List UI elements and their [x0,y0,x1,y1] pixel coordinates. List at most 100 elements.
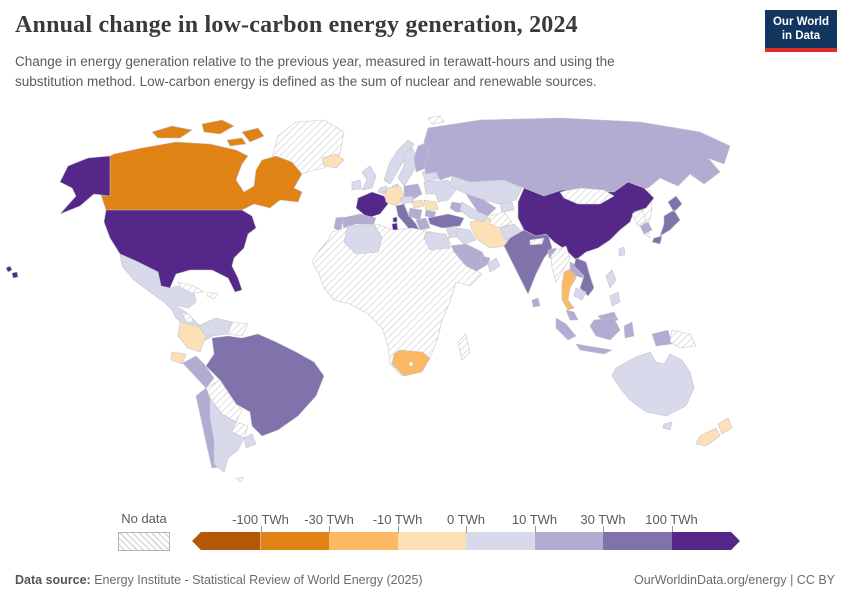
country-honduras-nicaragua[interactable] [181,311,195,323]
country-ecuador[interactable] [170,351,187,365]
country-germany[interactable] [384,185,405,207]
legend-segment[interactable] [671,532,740,550]
country-turkmenistan[interactable] [459,201,489,223]
legend-tick-mark [329,526,330,533]
country-hispaniola[interactable] [206,291,219,300]
country-iceland[interactable] [321,153,345,169]
country-egypt[interactable] [423,231,451,251]
country-romania[interactable] [423,199,439,211]
country-ireland[interactable] [351,179,362,191]
country-algeria[interactable] [343,223,383,255]
country-indonesia[interactable] [555,317,673,355]
country-new-zealand[interactable] [695,417,733,447]
country-mexico[interactable] [119,253,197,311]
legend-no-data-swatch[interactable] [118,532,170,551]
country-japan[interactable] [651,195,683,245]
country-mongolia[interactable] [559,187,615,205]
country-canada-arctic-3[interactable] [241,127,265,143]
country-greece[interactable] [415,217,431,231]
legend-tick-mark [466,526,467,533]
country-south-korea[interactable] [639,221,653,235]
country-uzbekistan[interactable] [465,193,497,217]
country-kazakhstan[interactable] [449,175,523,205]
country-philippines[interactable] [605,269,621,307]
country-poland[interactable] [403,183,423,201]
country-sweden[interactable] [397,147,419,187]
country-australia[interactable] [611,351,695,417]
legend-segment[interactable] [397,532,466,550]
country-peru[interactable] [180,355,215,389]
country-taiwan[interactable] [618,246,626,257]
country-vietnam[interactable] [573,257,595,297]
legend-segment[interactable] [534,532,603,550]
legend-tick-mark [603,526,604,533]
country-madagascar[interactable] [457,333,471,361]
legend-segment[interactable] [603,532,672,550]
country-guyanas[interactable] [227,321,249,337]
country-cambodia[interactable] [573,287,587,301]
legend-segment[interactable] [466,532,535,550]
country-china[interactable] [517,181,655,261]
country-myanmar[interactable] [550,245,571,283]
country-africa-other[interactable] [311,223,483,377]
country-australia-tasmania[interactable] [662,421,673,431]
country-turkey[interactable] [427,213,465,229]
legend-tick-label: 10 TWh [511,512,558,527]
country-iraq[interactable] [455,227,477,245]
country-usa-hawaii[interactable] [5,265,19,279]
footer-source-label: Data source: [15,573,91,587]
country-hungary[interactable] [411,199,425,209]
country-uruguay[interactable] [243,433,257,449]
country-oman[interactable] [487,257,501,273]
country-papua-new-guinea[interactable] [669,329,697,349]
country-canada-arctic-2[interactable] [201,119,235,135]
map-legend: No data -100 TWh -30 TWh -10 TWh 0 TWh 1… [118,511,740,551]
country-falkland-islands[interactable] [235,476,245,483]
footer-source-text: Energy Institute - Statistical Review of… [90,573,423,587]
country-uae-qatar[interactable] [479,255,491,265]
country-cuba[interactable] [177,281,205,294]
country-afghanistan[interactable] [489,211,513,229]
legend-tick-mark [397,526,399,533]
country-sri-lanka[interactable] [531,297,541,308]
footer-license: | CC BY [786,573,835,587]
country-lesotho[interactable] [408,361,414,367]
legend-tick-mark [671,526,673,533]
legend-tick-label: -30 TWh [304,512,354,527]
country-france[interactable] [355,191,389,219]
legend-segment[interactable] [329,532,398,550]
footer-right: OurWorldinData.org/energy | CC BY [634,573,835,587]
country-kyrgyzstan-tajikistan[interactable] [499,201,515,213]
owid-logo-line1: Our World [772,16,829,28]
legend-segment[interactable] [260,532,329,550]
country-svalbard[interactable] [427,115,445,125]
legend-segment[interactable] [192,532,261,550]
legend-ticks: -100 TWh -30 TWh -10 TWh 0 TWh 10 TWh 30… [192,511,740,533]
legend-tick-label: 100 TWh [645,512,698,527]
country-usa-alaska[interactable] [59,155,111,215]
country-usa[interactable] [103,209,257,293]
country-canada[interactable] [97,141,303,211]
country-india[interactable] [503,229,553,295]
legend-color-scale: -100 TWh -30 TWh -10 TWh 0 TWh 10 TWh 30… [192,511,740,550]
page-subtitle: Change in energy generation relative to … [15,54,615,89]
country-norway[interactable] [383,139,415,185]
country-canada-arctic-4[interactable] [226,137,247,147]
owid-logo-line2: in Data [781,30,821,43]
country-argentina[interactable] [209,397,245,473]
legend-tick-label: 0 TWh [446,512,486,527]
country-benelux[interactable] [377,185,388,195]
legend-no-data-label: No data [121,511,167,526]
country-united-kingdom[interactable] [361,165,377,191]
country-ukraine[interactable] [423,179,457,203]
country-north-korea[interactable] [631,209,647,227]
country-corsica-sardinia[interactable] [391,216,399,232]
country-nepal[interactable] [529,237,545,246]
page-title: Annual change in low-carbon energy gener… [15,12,578,38]
legend-color-bar [192,532,740,550]
legend-tick-mark [260,526,262,533]
owid-logo[interactable]: Our World in Data [764,10,837,52]
footer-owid-link[interactable]: OurWorldinData.org/energy [633,573,787,587]
country-canada-arctic-1[interactable] [151,125,193,139]
